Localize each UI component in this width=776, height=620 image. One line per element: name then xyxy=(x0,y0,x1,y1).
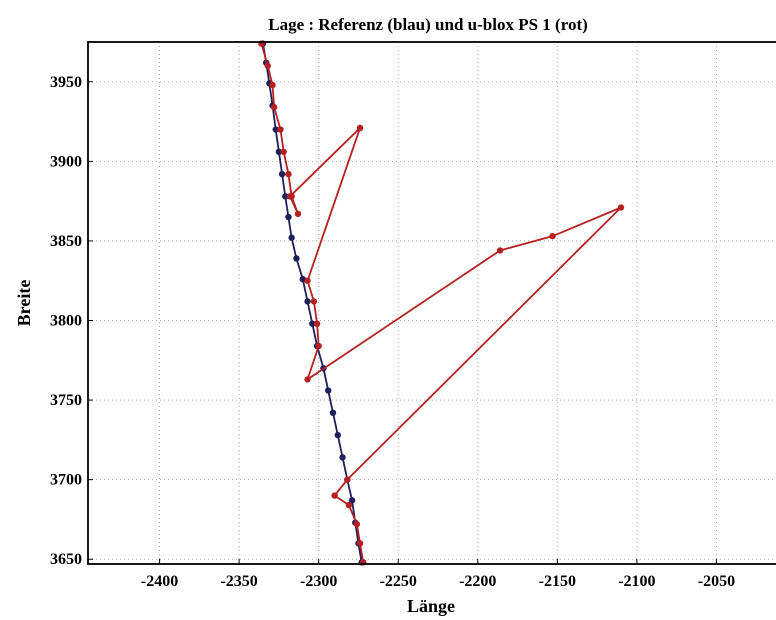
x-tick-labels: -2400 -2350 -2300 -2250 -2200 -2150 -2100 -2050 xyxy=(141,559,735,590)
x-tick-label: -2300 xyxy=(300,573,337,590)
data-point-ublox xyxy=(285,170,292,178)
plot-frame xyxy=(87,41,776,565)
x-tick-label: -2150 xyxy=(539,573,576,590)
x-tick-label: -2400 xyxy=(141,573,178,590)
series-ublox xyxy=(258,40,625,566)
x-tick-label: -2200 xyxy=(459,573,496,590)
data-point-ublox xyxy=(549,232,556,240)
data-point-ublox xyxy=(313,320,321,327)
data-point-ublox xyxy=(344,476,351,483)
data-point-reference xyxy=(325,387,332,394)
data-point-reference xyxy=(282,193,289,200)
y-tick-label: 3900 xyxy=(50,153,82,170)
data-point-ublox xyxy=(315,342,322,350)
data-point-ublox xyxy=(356,124,364,132)
y-axis-label: Breite xyxy=(14,280,34,327)
data-point-ublox xyxy=(331,492,338,499)
x-tick-label: -2100 xyxy=(618,573,655,590)
data-point-reference xyxy=(304,298,311,305)
data-point-reference xyxy=(348,497,356,504)
data-point-reference xyxy=(272,126,279,133)
data-point-ublox xyxy=(277,126,284,133)
data-point-ublox xyxy=(286,193,294,200)
data-point-reference xyxy=(309,320,316,327)
series-layer xyxy=(258,40,625,566)
data-point-ublox xyxy=(280,148,287,156)
data-point-ublox xyxy=(496,247,504,254)
data-point-ublox xyxy=(356,540,364,547)
grid xyxy=(88,42,776,564)
y-tick-label: 3700 xyxy=(50,472,82,489)
y-tick-label: 3650 xyxy=(50,551,82,568)
x-tick-label: -2250 xyxy=(380,573,417,590)
data-point-reference xyxy=(339,454,346,461)
data-point-ublox xyxy=(294,210,302,218)
data-point-ublox xyxy=(345,501,353,509)
data-point-reference xyxy=(334,431,341,439)
data-point-ublox xyxy=(310,298,318,305)
x-axis-label: Länge xyxy=(407,596,455,616)
y-tick-label: 3850 xyxy=(50,233,82,250)
y-tick-labels: 3650 3700 3750 3800 3850 3900 3950 xyxy=(50,74,93,568)
y-tick-label: 3750 xyxy=(50,392,82,409)
data-point-ublox xyxy=(617,204,625,211)
data-point-reference xyxy=(293,255,300,262)
data-point-reference xyxy=(278,170,286,178)
y-tick-label: 3800 xyxy=(50,313,82,330)
data-point-reference xyxy=(275,148,283,156)
data-point-ublox xyxy=(304,376,311,383)
data-point-ublox xyxy=(353,521,361,528)
y-tick-label: 3950 xyxy=(50,74,82,91)
x-tick-label: -2050 xyxy=(698,573,735,590)
data-point-reference xyxy=(329,409,337,417)
data-point-ublox xyxy=(304,277,311,284)
x-tick-label: -2350 xyxy=(220,573,257,590)
data-point-reference xyxy=(285,213,292,221)
data-point-ublox xyxy=(264,62,271,70)
chart-title: Lage : Referenz (blau) und u-blox PS 1 (… xyxy=(268,15,588,34)
data-point-reference xyxy=(288,234,295,241)
data-point-ublox xyxy=(269,81,276,89)
data-point-ublox xyxy=(270,104,278,111)
